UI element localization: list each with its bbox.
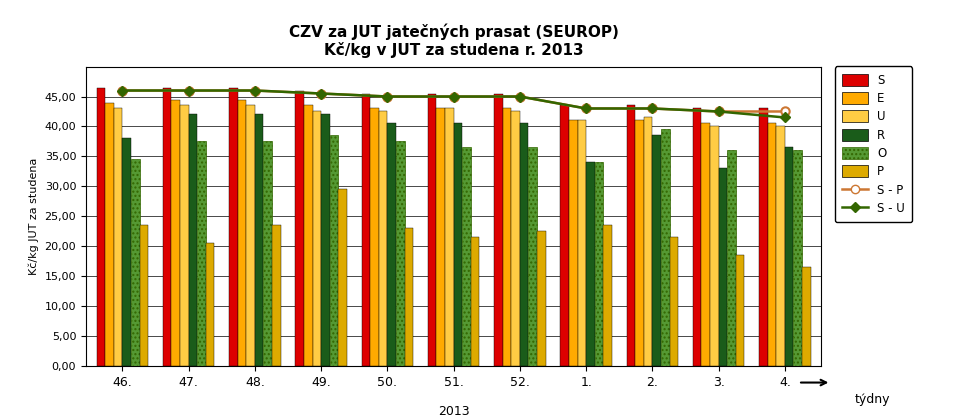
Bar xyxy=(238,99,246,366)
Bar xyxy=(635,121,644,366)
Bar xyxy=(776,126,785,366)
Bar xyxy=(669,237,678,366)
Bar xyxy=(604,225,612,366)
Bar xyxy=(171,99,180,366)
Y-axis label: Kč/kg JUT za studena: Kč/kg JUT za studena xyxy=(29,158,39,275)
Bar xyxy=(537,231,545,366)
Bar xyxy=(710,126,718,366)
Bar xyxy=(445,109,454,366)
Bar xyxy=(96,87,105,366)
Text: týdny: týdny xyxy=(855,393,890,406)
Bar xyxy=(122,139,131,366)
Bar xyxy=(198,141,206,366)
Bar xyxy=(246,106,255,366)
Bar xyxy=(502,109,511,366)
Bar xyxy=(661,129,669,366)
Bar xyxy=(105,102,114,366)
Legend: S, E, U, R, O, P, S - P, S - U: S, E, U, R, O, P, S - P, S - U xyxy=(835,67,912,222)
Bar xyxy=(304,106,312,366)
Bar xyxy=(272,225,281,366)
Bar xyxy=(471,237,479,366)
Bar xyxy=(255,114,264,366)
Bar xyxy=(139,225,148,366)
Bar xyxy=(338,189,347,366)
Title: CZV za JUT jatečných prasat (SEUROP)
Kč/kg v JUT za studena r. 2013: CZV za JUT jatečných prasat (SEUROP) Kč/… xyxy=(288,23,619,59)
Bar xyxy=(388,124,396,366)
Bar xyxy=(436,109,445,366)
Bar xyxy=(180,106,189,366)
Bar xyxy=(494,94,502,366)
Bar xyxy=(312,111,321,366)
Bar xyxy=(569,121,578,366)
Bar xyxy=(586,162,595,366)
Bar xyxy=(229,87,238,366)
Bar xyxy=(727,151,736,366)
Bar xyxy=(379,111,388,366)
Bar xyxy=(189,114,198,366)
Bar xyxy=(718,168,727,366)
Bar xyxy=(578,121,586,366)
Bar xyxy=(114,109,122,366)
Bar xyxy=(405,228,414,366)
Bar xyxy=(371,109,379,366)
Bar xyxy=(362,94,371,366)
Bar xyxy=(802,267,811,366)
Bar xyxy=(528,147,537,366)
Bar xyxy=(329,136,338,366)
Bar xyxy=(692,109,701,366)
Bar xyxy=(454,124,462,366)
Bar xyxy=(561,106,569,366)
Bar xyxy=(321,114,329,366)
Bar xyxy=(768,124,776,366)
Bar xyxy=(206,243,215,366)
Bar xyxy=(162,87,171,366)
Bar xyxy=(785,147,794,366)
Bar xyxy=(131,159,139,366)
Bar xyxy=(794,151,802,366)
Bar xyxy=(759,109,768,366)
Bar xyxy=(626,106,635,366)
Bar xyxy=(644,117,652,366)
Bar xyxy=(428,94,436,366)
Bar xyxy=(520,124,528,366)
Bar xyxy=(595,162,604,366)
Bar xyxy=(652,136,661,366)
Bar xyxy=(264,141,272,366)
Bar xyxy=(736,255,745,366)
Bar xyxy=(701,124,710,366)
Text: 2013: 2013 xyxy=(437,405,470,416)
Bar xyxy=(511,111,520,366)
Bar xyxy=(295,91,304,366)
Bar xyxy=(462,147,471,366)
Bar xyxy=(396,141,405,366)
